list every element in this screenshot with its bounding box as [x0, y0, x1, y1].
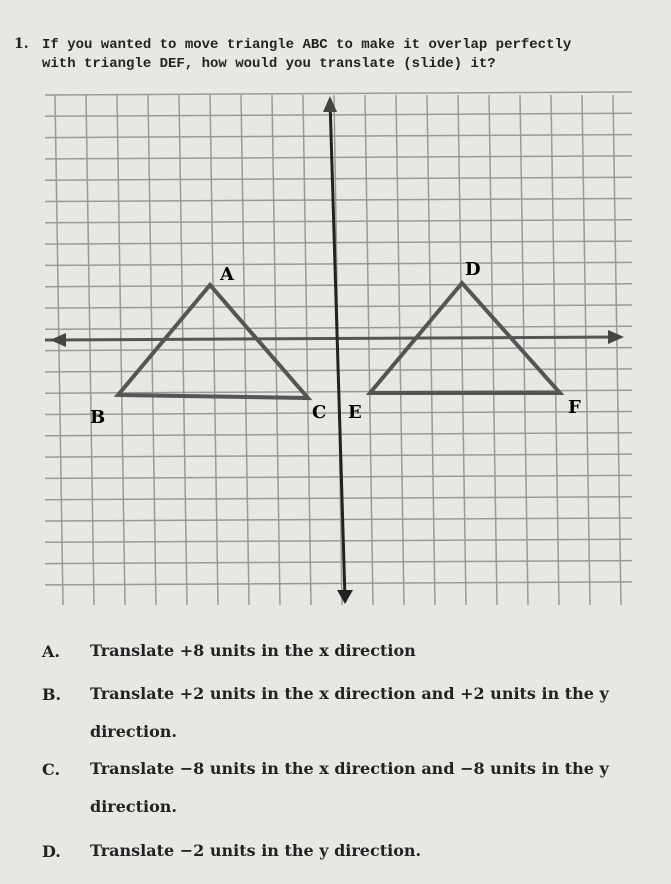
- vertex-label: D: [465, 259, 481, 280]
- x-axis-arrow: [50, 333, 66, 347]
- grid-line: [612, 94, 622, 606]
- grid-line: [364, 94, 374, 606]
- choice-text: Translate −2 units in the y direction.: [90, 841, 422, 860]
- grid-line: [44, 432, 633, 437]
- grid-line: [44, 91, 633, 96]
- grid-line: [44, 538, 633, 544]
- grid-line: [457, 94, 467, 606]
- choice-text: Translate −8 units in the x direction an…: [90, 759, 609, 816]
- choice-letter: B.: [42, 685, 62, 704]
- grid-line: [395, 94, 405, 606]
- vertex-label: E: [348, 402, 362, 423]
- question-number: 1.: [14, 36, 29, 52]
- choice-letter: A.: [42, 642, 60, 661]
- choice-text: Translate +8 units in the x direction: [90, 641, 416, 660]
- grid-line: [44, 282, 633, 288]
- vertex-label: F: [568, 397, 581, 418]
- x-axis-arrow: [608, 330, 624, 344]
- grid-line: [44, 133, 633, 139]
- coordinate-grid: A B C D E F: [44, 91, 633, 606]
- grid-line: [581, 94, 591, 606]
- grid-line: [44, 304, 633, 309]
- y-axis: [328, 99, 347, 599]
- grid-line: [44, 197, 633, 203]
- grid-line: [44, 176, 633, 181]
- vertex-label: C: [312, 402, 326, 423]
- grid-line: [44, 325, 633, 331]
- grid-line: [44, 517, 633, 522]
- x-axis: [44, 335, 621, 342]
- grid-lines: [44, 91, 633, 606]
- y-axis-arrow: [323, 96, 337, 112]
- grid-line: [44, 240, 633, 245]
- grid-line: [44, 495, 633, 501]
- choice-letter: C.: [42, 760, 61, 779]
- choice-letter: D.: [42, 842, 61, 861]
- grid-line: [488, 94, 498, 606]
- grid-line: [44, 581, 633, 586]
- grid-line: [44, 261, 633, 267]
- grid-line: [44, 112, 633, 118]
- grid-line: [44, 559, 633, 565]
- triangle-abc: [113, 281, 313, 401]
- grid-line: [44, 453, 633, 458]
- vertex-label: A: [219, 264, 235, 285]
- y-axis-arrow: [337, 590, 353, 604]
- question-text: If you wanted to move triangle ABC to ma…: [42, 37, 572, 72]
- choice-text: Translate +2 units in the x direction an…: [90, 684, 609, 741]
- grid-line: [44, 474, 633, 480]
- vertex-label: B: [90, 407, 105, 428]
- grid-line: [426, 94, 436, 606]
- grid-line: [44, 219, 633, 224]
- triangle-def: [365, 279, 565, 395]
- grid-line: [550, 94, 560, 606]
- grid-line: [44, 155, 633, 160]
